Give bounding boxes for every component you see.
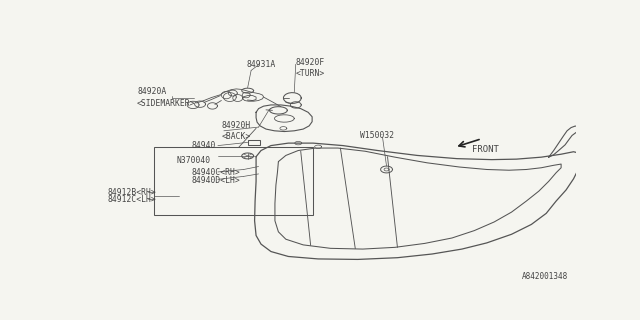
Text: 84920A
<SIDEMARKER>: 84920A <SIDEMARKER> (137, 87, 196, 108)
Text: 84912C<LH>: 84912C<LH> (108, 195, 156, 204)
Text: 84940D<LH>: 84940D<LH> (191, 176, 241, 185)
Text: 84912B<RH>: 84912B<RH> (108, 188, 156, 197)
Text: 84940C<RH>: 84940C<RH> (191, 168, 241, 177)
Text: 84920F
<TURN>: 84920F <TURN> (296, 58, 325, 78)
Text: FRONT: FRONT (472, 145, 499, 154)
Text: 84940: 84940 (191, 141, 216, 150)
Text: 84931A: 84931A (246, 60, 275, 69)
Bar (154, 147, 313, 215)
Text: W150032: W150032 (360, 131, 394, 140)
Text: 84920H
<BACK>: 84920H <BACK> (221, 121, 251, 141)
Text: A842001348: A842001348 (522, 272, 568, 281)
Text: N370040: N370040 (177, 156, 211, 165)
Bar (248, 140, 260, 145)
